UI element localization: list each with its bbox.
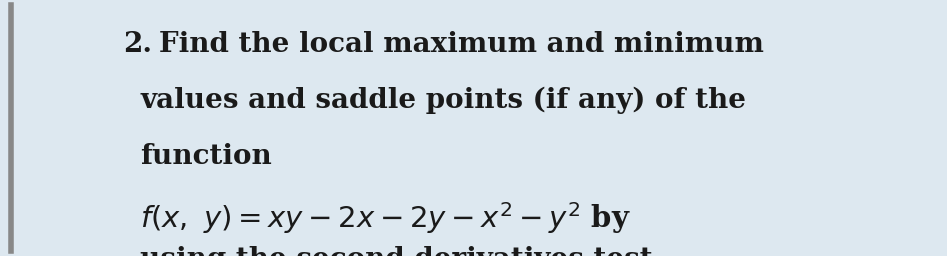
Text: $f(x,\ y) = xy - 2x - 2y - x^2 - y^2\ \mathregular{by}$: $f(x,\ y) = xy - 2x - 2y - x^2 - y^2\ \m…	[140, 200, 631, 236]
Text: using the second derivatives test.: using the second derivatives test.	[140, 246, 662, 256]
Text: values and saddle points (if any) of the: values and saddle points (if any) of the	[140, 87, 746, 114]
Text: Find the local maximum and minimum: Find the local maximum and minimum	[159, 31, 764, 58]
Text: 2.: 2.	[123, 31, 152, 58]
Text: function: function	[140, 143, 272, 170]
